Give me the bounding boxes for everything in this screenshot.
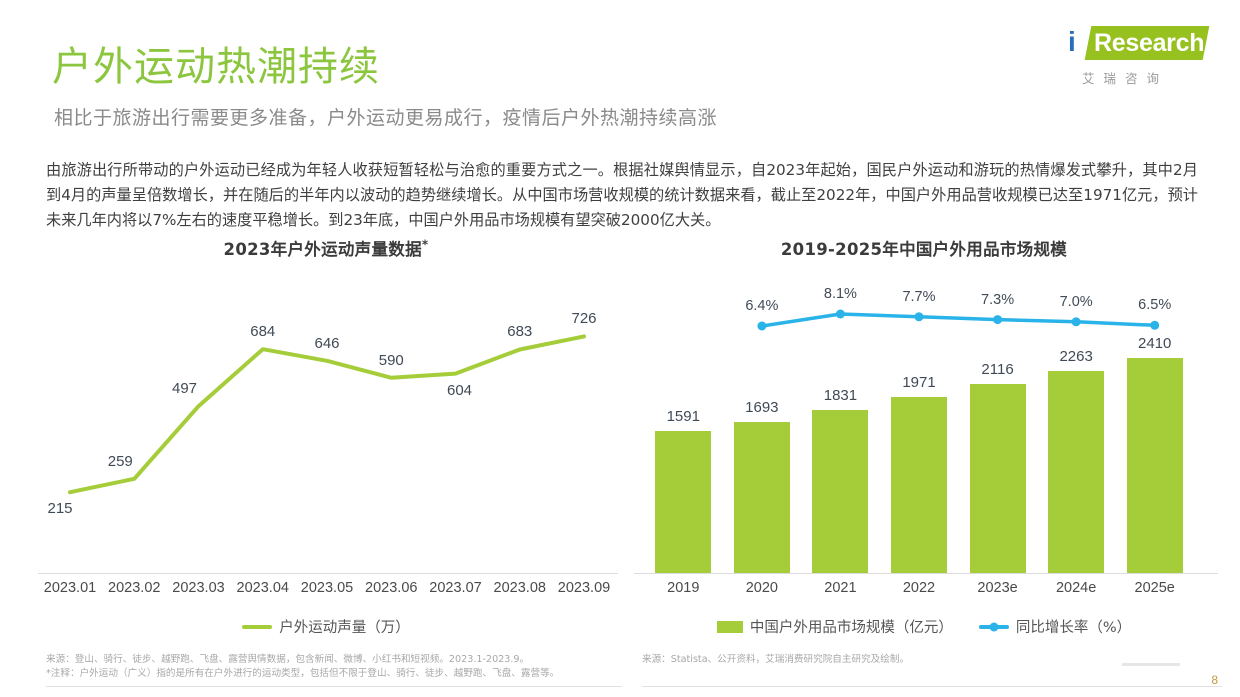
left-chart-notes: 来源：登山、骑行、徒步、越野跑、飞盘、露营舆情数据，包含新闻、微博、小红书和短视…: [30, 653, 622, 697]
right-note-source: 来源：Statista、公开资料，艾瑞消费研究院自主研究及绘制。: [642, 654, 910, 665]
bar: [969, 383, 1026, 574]
right-chart-title: 2019-2025年中国户外用品市场规模: [780, 240, 1068, 259]
bar-data-label: 1831: [823, 386, 858, 404]
right-x-tick: 2020: [745, 580, 778, 596]
right-x-tick: 2025e: [1134, 580, 1175, 596]
left-chart-legend: 户外运动声量（万）: [30, 616, 622, 637]
left-chart-title-asterisk: *: [421, 237, 429, 252]
line-data-label: 259: [107, 452, 133, 470]
left-x-tick: 2023.09: [557, 580, 611, 596]
left-chart-title: 2023年户外运动声量数据*: [30, 236, 622, 260]
left-x-tick: 2023.06: [365, 580, 418, 596]
line-data-label: 683: [507, 323, 533, 341]
legend-item[interactable]: 中国户外用品市场规模（亿元）: [716, 616, 953, 637]
legend-item[interactable]: 户外运动声量（万）: [242, 616, 410, 637]
bar: [1048, 370, 1105, 574]
right-chart-legend: 中国户外用品市场规模（亿元） 同比增长率（%）: [626, 616, 1222, 637]
growth-rate-label: 6.5%: [1138, 297, 1172, 314]
bar: [1126, 357, 1183, 574]
bar: [655, 431, 712, 574]
page-title: 户外运动热潮持续: [52, 44, 380, 90]
line-data-label: 726: [571, 310, 597, 328]
right-chart-panel: 2019-2025年中国户外用品市场规模 1591 1693 1831 1971 211…: [626, 236, 1222, 697]
line-data-label: 215: [47, 500, 73, 518]
line-data-label: 497: [171, 380, 198, 398]
bar-data-label: 2116: [981, 360, 1014, 378]
growth-rate-label: 7.3%: [981, 291, 1015, 308]
left-chart-panel: 2023年户外运动声量数据* 215 259 497 684 646 590 604 683 7…: [30, 236, 622, 697]
left-x-tick: 2023.02: [108, 580, 161, 596]
bar: [891, 396, 947, 574]
growth-rate-label: 6.4%: [745, 298, 779, 314]
bar-data-label: 1591: [666, 408, 700, 426]
right-x-axis-line: [634, 573, 1218, 574]
left-x-axis-ticks: 2023.01 2023.02 2023.03 2023.04 2023.05 2023.…: [30, 580, 622, 602]
growth-rate-label: 7.0%: [1059, 293, 1093, 310]
logo-letter-i: i: [1068, 26, 1076, 57]
bar-data-label: 1693: [745, 398, 779, 416]
left-x-tick: 2023.07: [429, 580, 482, 596]
logo-mark: i Research: [1062, 22, 1212, 66]
left-chart-title-text: 2023年户外运动声量数据: [223, 240, 422, 259]
right-x-axis-ticks: 2019 2020 2021 2022 2023e 2024e 2025e: [626, 580, 1222, 602]
bar-chart-plot: 1591 1693 1831 1971 2116 2263 2410 6.4% 8.1% 7.7…: [626, 274, 1222, 574]
growth-rate-label: 7.7%: [902, 288, 936, 305]
right-x-tick: 2021: [824, 580, 857, 596]
line-data-label: 684: [250, 323, 276, 341]
legend-label: 户外运动声量（万）: [279, 620, 410, 636]
legend-line-swatch-icon: [242, 624, 273, 629]
left-x-tick: 2023.01: [43, 580, 97, 596]
left-x-tick: 2023.03: [172, 580, 225, 596]
left-x-tick: 2023.04: [236, 580, 289, 596]
growth-rate-label: 8.1%: [823, 286, 857, 302]
legend-line-marker-swatch-icon: [978, 624, 1009, 629]
legend-item[interactable]: 同比增长率（%）: [978, 616, 1132, 637]
right-x-tick: 2023e: [977, 580, 1018, 596]
legend-bar-swatch-icon: [716, 620, 743, 633]
line-data-label: 646: [314, 334, 340, 352]
left-x-axis-line: [38, 573, 618, 574]
logo-chinese-name: 艾瑞咨询: [1082, 71, 1169, 86]
right-chart-notes: 来源：Statista、公开资料，艾瑞消费研究院自主研究及绘制。 ©2023.1…: [626, 653, 1222, 697]
page-subtitle: 相比于旅游出行需要更多准备，户外运动更易成行，疫情后户外热潮持续高涨: [54, 107, 718, 129]
bar-data-label: 2410: [1138, 334, 1172, 352]
page-number-rule: [1122, 663, 1180, 666]
left-note-source: 来源：登山、骑行、徒步、越野跑、飞盘、露营舆情数据，包含新闻、微博、小红书和短视…: [46, 654, 530, 665]
bar-series-container: 1591 1693 1831 1971 2116 2263 2410: [626, 274, 1222, 574]
bar: [812, 409, 869, 574]
line-data-label: 590: [378, 351, 404, 369]
legend-label: 同比增长率（%）: [1015, 620, 1132, 636]
left-x-tick: 2023.05: [300, 580, 354, 596]
right-x-tick: 2022: [902, 580, 936, 596]
line-chart-svg: [68, 334, 586, 495]
line-data-label: 604: [446, 381, 473, 399]
right-x-tick: 2019: [667, 580, 700, 596]
bar: [733, 421, 790, 574]
page-number: 8: [1211, 673, 1218, 687]
line-chart-plot: 215 259 497 684 646 590 604 683 726: [30, 274, 622, 574]
left-x-tick: 2023.08: [493, 580, 546, 596]
logo-wordmark: Research: [1094, 29, 1205, 57]
legend-label: 中国户外用品市场规模（亿元）: [749, 620, 953, 636]
bar-data-label: 2263: [1059, 347, 1093, 365]
left-note-annotation: *注释：户外运动（广义）指的是所有在户外进行的运动类型，包括但不限于登山、骑行、…: [46, 668, 560, 679]
iresearch-logo: i Research 艾瑞咨询: [1062, 22, 1212, 94]
right-x-tick: 2024e: [1055, 580, 1097, 596]
bar-data-label: 1971: [902, 373, 936, 391]
body-paragraph: 由旅游出行所带动的户外运动已经成为年轻人收获短暂轻松与治愈的重要方式之一。根据社…: [46, 161, 1198, 229]
